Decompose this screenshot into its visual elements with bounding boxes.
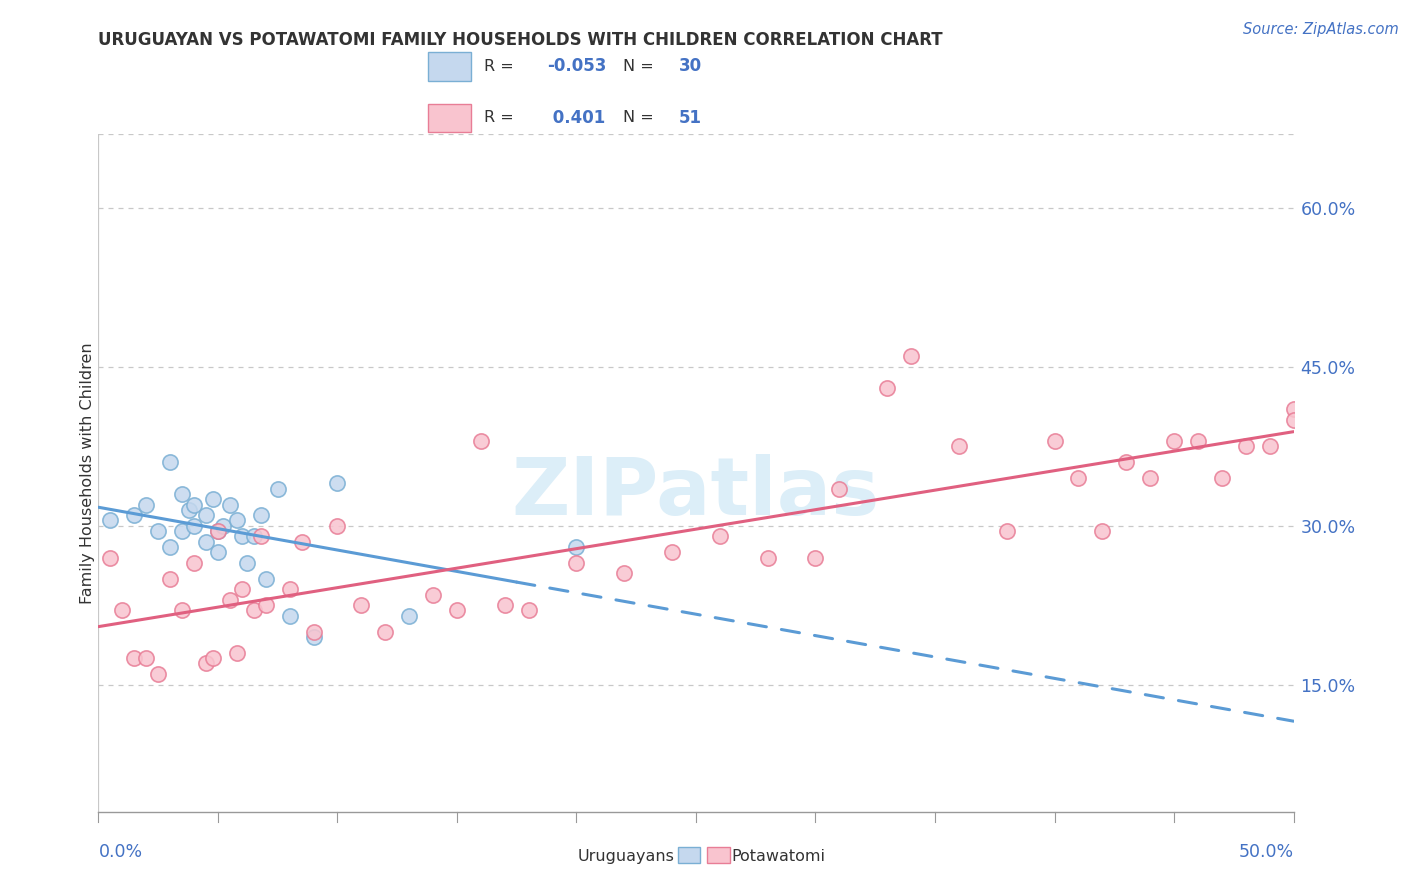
Point	[1258, 439, 1281, 453]
Point	[1043, 434, 1066, 448]
Text: N =: N =	[623, 59, 654, 74]
Point	[1139, 471, 1161, 485]
Point	[243, 529, 266, 543]
Point	[1067, 471, 1090, 485]
Point	[183, 518, 205, 533]
Point	[235, 556, 257, 570]
Point	[828, 482, 851, 496]
Point	[135, 498, 157, 512]
Point	[194, 534, 218, 549]
Point	[250, 508, 273, 523]
Text: Uruguayans: Uruguayans	[578, 849, 675, 863]
Point	[756, 550, 779, 565]
Point	[267, 482, 290, 496]
Text: 50.0%: 50.0%	[1239, 843, 1294, 861]
Text: N =: N =	[623, 110, 654, 125]
Point	[326, 476, 349, 491]
Point	[709, 529, 731, 543]
Y-axis label: Family Households with Children: Family Households with Children	[80, 342, 94, 604]
Point	[159, 540, 181, 554]
Point	[172, 487, 194, 501]
Point	[219, 498, 242, 512]
Point	[207, 524, 229, 538]
Point	[1115, 455, 1137, 469]
Point	[211, 518, 233, 533]
Point	[254, 572, 277, 586]
Point	[250, 529, 273, 543]
Text: 51: 51	[679, 109, 702, 127]
Point	[302, 624, 325, 639]
Point	[804, 550, 827, 565]
Point	[565, 556, 588, 570]
Point	[183, 556, 205, 570]
Point	[278, 582, 301, 597]
Point	[124, 651, 146, 665]
Point	[398, 608, 420, 623]
Point	[202, 651, 225, 665]
Point	[661, 545, 683, 559]
Point	[226, 646, 249, 660]
Text: Potawatomi: Potawatomi	[731, 849, 825, 863]
Point	[98, 513, 122, 527]
FancyBboxPatch shape	[427, 103, 471, 132]
Point	[148, 667, 170, 681]
Text: 0.0%: 0.0%	[98, 843, 142, 861]
Point	[183, 498, 205, 512]
Point	[207, 545, 229, 559]
Point	[613, 566, 636, 581]
Point	[350, 598, 373, 612]
Point	[194, 508, 218, 523]
Point	[470, 434, 492, 448]
Point	[291, 534, 314, 549]
Point	[148, 524, 170, 538]
Text: R =: R =	[484, 110, 515, 125]
Point	[226, 513, 249, 527]
Point	[302, 630, 325, 644]
Point	[124, 508, 146, 523]
Point	[243, 603, 266, 617]
Point	[179, 503, 201, 517]
Point	[135, 651, 157, 665]
Point	[1234, 439, 1257, 453]
Text: 0.401: 0.401	[547, 109, 605, 127]
Point	[172, 603, 194, 617]
Point	[517, 603, 540, 617]
Point	[1091, 524, 1114, 538]
Point	[900, 349, 922, 363]
Point	[278, 608, 301, 623]
Point	[1163, 434, 1185, 448]
Point	[326, 518, 349, 533]
Point	[219, 592, 242, 607]
Text: ZIPatlas: ZIPatlas	[512, 454, 880, 533]
Text: Source: ZipAtlas.com: Source: ZipAtlas.com	[1243, 22, 1399, 37]
Point	[446, 603, 468, 617]
Point	[1211, 471, 1233, 485]
Point	[1282, 402, 1305, 417]
Point	[159, 455, 181, 469]
Point	[494, 598, 516, 612]
Point	[98, 550, 122, 565]
Point	[374, 624, 396, 639]
Point	[207, 524, 229, 538]
Point	[254, 598, 277, 612]
Text: -0.053: -0.053	[547, 57, 606, 75]
FancyBboxPatch shape	[427, 53, 471, 81]
Point	[202, 492, 225, 507]
Point	[995, 524, 1018, 538]
Text: 30: 30	[679, 57, 702, 75]
Point	[111, 603, 134, 617]
Text: URUGUAYAN VS POTAWATOMI FAMILY HOUSEHOLDS WITH CHILDREN CORRELATION CHART: URUGUAYAN VS POTAWATOMI FAMILY HOUSEHOLD…	[98, 31, 943, 49]
Point	[565, 540, 588, 554]
Point	[948, 439, 970, 453]
Point	[231, 582, 253, 597]
Point	[1282, 413, 1305, 427]
Point	[194, 657, 218, 671]
Point	[231, 529, 253, 543]
Point	[159, 572, 181, 586]
Point	[422, 588, 444, 602]
Point	[876, 381, 898, 395]
Text: R =: R =	[484, 59, 515, 74]
Point	[172, 524, 194, 538]
Point	[1187, 434, 1209, 448]
